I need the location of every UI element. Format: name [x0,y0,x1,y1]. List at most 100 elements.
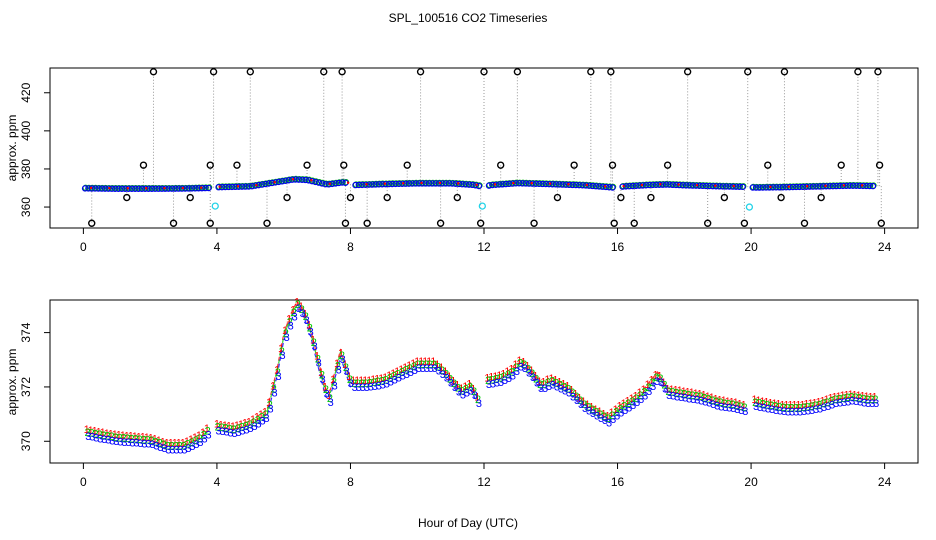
baseline-point-3 [679,182,686,189]
baseline-point-3 [849,182,857,189]
baseline-point-3 [399,180,406,187]
spike-point [877,219,885,227]
series-point-2: 2 [84,427,90,439]
series-point-2: 2 [653,372,659,384]
spike-point [480,68,488,76]
spike-point [800,219,809,227]
series-point-2: 2 [129,433,135,445]
baseline-point-3 [626,182,633,190]
series-point-1: 1 [180,438,186,450]
series-point-3: 3 [368,382,374,394]
series-point-2: 2 [299,304,305,316]
baseline-point-3 [168,185,176,192]
series-point-1: 1 [673,385,679,397]
series-point-1: 1 [342,359,348,371]
series-point-3: 3 [602,415,608,427]
top-y-tick-label: 360 [19,197,33,217]
baseline-point-3 [796,183,803,191]
baseline-point-3 [432,180,439,187]
baseline-point-3 [639,182,646,189]
series-point-2: 2 [227,423,233,435]
baseline-point-3 [662,181,670,188]
series-point-3: 3 [360,382,366,394]
series-point-2: 2 [475,394,481,406]
series-point-1: 1 [528,365,534,377]
baseline-point-3 [198,184,206,192]
series-point-3: 3 [821,402,827,414]
series-point-3: 3 [518,362,524,374]
spike-point [608,161,617,169]
series-point-2: 2 [439,365,445,377]
series-point-1: 1 [596,406,602,418]
baseline-point-3 [235,183,242,190]
spike-point [346,193,355,202]
series-point-3: 3 [757,402,763,414]
baseline-point-3 [382,180,389,188]
bottom-y-axis-label: approx. ppm [5,349,19,416]
series-point-1: 1 [641,384,647,396]
series-point-2: 2 [752,397,758,409]
series-point-1: 1 [92,426,98,438]
baseline-point-1 [695,183,699,187]
series-point-3: 3 [781,406,787,418]
series-point-3: 3 [734,404,740,416]
series-point-2: 2 [343,362,349,374]
series-point-3: 3 [610,414,616,426]
series-point-1: 1 [286,314,292,326]
spike-point [777,193,785,202]
series-point-1: 1 [604,410,610,422]
series-point-3: 3 [336,365,342,377]
baseline-point-3 [252,182,259,189]
spike-point [303,161,311,169]
series-point-3: 3 [432,363,438,375]
series-point-3: 3 [376,380,382,392]
baseline-point-3 [429,180,436,187]
series-point-2: 2 [713,396,719,408]
baseline-point-3 [816,183,823,190]
series-point-1: 1 [100,427,106,439]
series-point-2: 2 [423,359,429,371]
series-point-2: 2 [852,392,858,404]
series-point-2: 2 [104,431,110,443]
baseline-point-3 [519,180,526,187]
series-point-1: 1 [144,432,150,444]
series-point-1: 1 [496,370,502,382]
series-point-1: 1 [148,432,154,444]
series-point-2: 2 [661,379,667,391]
baseline-point-3 [472,182,479,189]
baseline-point-1 [163,186,166,190]
top-y-tick-label: 420 [19,82,33,102]
series-point-3: 3 [654,376,660,388]
series-point-2: 2 [824,397,830,409]
baseline-point-3 [188,185,196,192]
series-point-3: 3 [344,366,350,378]
series-point-2: 2 [315,353,321,365]
baseline-point-1 [714,184,717,187]
series-point-2: 2 [471,386,477,398]
series-point-3: 3 [853,396,859,408]
series-point-2: 2 [593,407,599,419]
series-point-3: 3 [456,386,462,398]
baseline-point-3 [629,182,636,190]
series-point-1: 1 [693,388,699,400]
series-point-3: 3 [793,406,799,418]
series-point-1: 1 [176,438,182,450]
series-point-2: 2 [403,365,409,377]
baseline-point-3 [559,181,566,188]
baseline-point-3 [752,184,760,191]
series-point-3: 3 [578,399,584,411]
baseline-point-3 [248,183,256,190]
series-point-3: 3 [502,375,508,387]
series-point-2: 2 [485,375,491,387]
series-point-1: 1 [767,397,773,409]
series-point-2: 2 [677,388,683,400]
series-point-3: 3 [444,373,450,385]
series-point-1: 1 [520,356,526,368]
series-point-2: 2 [185,439,191,451]
top-x-tick-label: 20 [744,240,758,254]
baseline-point-3 [826,183,833,190]
series-point-2: 2 [108,431,114,443]
series-point-1: 1 [334,358,340,370]
series-point-3: 3 [219,426,225,438]
